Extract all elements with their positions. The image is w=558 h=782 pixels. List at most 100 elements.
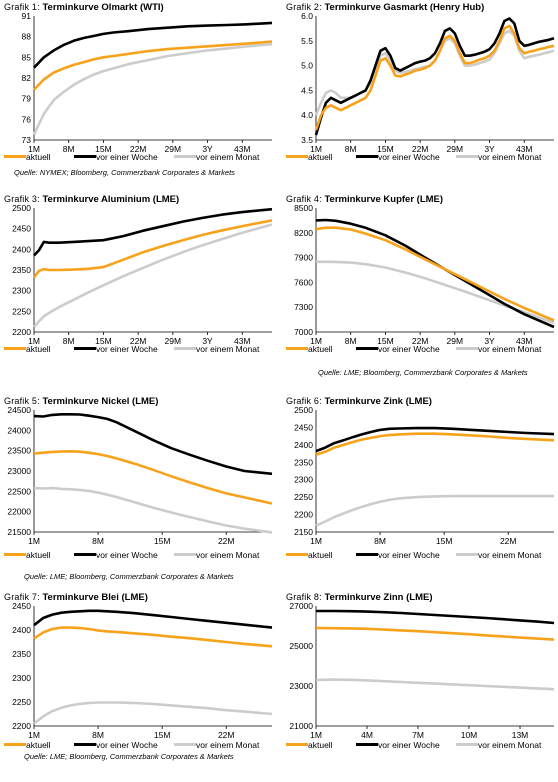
x-tick-label: 8M <box>345 336 357 346</box>
y-tick-label: 2450 <box>12 601 31 611</box>
y-tick-label: 82 <box>22 73 32 83</box>
x-tick-label: 29M <box>165 144 182 154</box>
chart-title-5: Grafik 5: Terminkurve Nickel (LME) <box>4 396 158 407</box>
legend-swatch <box>174 347 196 350</box>
chart-panel-3: Grafik 3: Terminkurve Aluminium (LME) 22… <box>4 194 274 384</box>
y-tick-label: 2250 <box>12 697 31 707</box>
legend-swatch <box>74 155 96 158</box>
series-line-aktuell <box>315 626 555 641</box>
chart-panel-5: Grafik 5: Terminkurve Nickel (LME) 21500… <box>4 396 274 586</box>
legend-swatch <box>4 155 26 158</box>
y-tick-label: 5.0 <box>301 61 313 71</box>
y-tick-label: 22000 <box>7 507 31 517</box>
chart-title-text: Terminkurve Nickel (LME) <box>42 396 159 407</box>
x-tick-label: 1M <box>28 536 40 546</box>
chart-title-6: Grafik 6: Terminkurve Zink (LME) <box>286 396 432 407</box>
legend-label: vor einer Woche <box>96 740 158 750</box>
y-tick-label: 2200 <box>12 721 31 731</box>
chart-prefix: Grafik 1: <box>4 2 40 12</box>
chart-title-text: Terminkurve Kupfer (LME) <box>324 194 444 205</box>
y-tick-label: 2200 <box>294 510 313 520</box>
y-tick-label: 2300 <box>12 286 31 296</box>
legend-swatch <box>174 155 196 158</box>
line-chart-4: 7000 7300 7600 7900 8200 8500 1M 8M 15M 22M 29M 3Y 4… <box>294 203 555 346</box>
legend-label: vor einem Monat <box>478 550 542 560</box>
source-note-1: Quelle: NYMEX; Bloomberg, Commerzbank Co… <box>14 168 235 177</box>
y-tick-label: 2450 <box>294 422 313 432</box>
x-tick-label: 22M <box>130 336 147 346</box>
x-tick-label: 8M <box>63 336 75 346</box>
x-tick-label: 8M <box>374 536 386 546</box>
chart-title-4: Grafik 4: Terminkurve Kupfer (LME) <box>286 194 443 205</box>
y-tick-label: 2300 <box>12 673 31 683</box>
x-tick-label: 43M <box>516 144 533 154</box>
legend-swatch <box>356 553 378 556</box>
y-tick-label: 2400 <box>294 440 313 450</box>
x-tick-label: 22M <box>500 536 517 546</box>
chart-title-text: Terminkurve Gasmarkt (Henry Hub) <box>324 2 485 13</box>
x-tick-label: 43M <box>516 336 533 346</box>
legend-swatch <box>286 743 308 746</box>
chart-panel-8: Grafik 8: Terminkurve Zinn (LME) 21000 23… <box>286 592 556 782</box>
x-tick-label: 22M <box>130 144 147 154</box>
x-tick-label: 22M <box>412 336 429 346</box>
chart-panel-7: Grafik 7: Terminkurve Blei (LME) 2200 225… <box>4 592 274 782</box>
legend-label: aktuell <box>308 550 333 560</box>
series-line-aktuell <box>33 40 273 91</box>
legend-swatch <box>286 553 308 556</box>
y-tick-label: 4.5 <box>301 85 313 95</box>
series-line-aktuell <box>315 226 555 322</box>
x-tick-label: 15M <box>377 144 394 154</box>
series-line-vor-einer-Woche <box>315 218 555 329</box>
legend-swatch <box>356 347 378 350</box>
x-tick-label: 1M <box>28 336 40 346</box>
series-line-aktuell <box>32 219 273 279</box>
y-tick-label: 2500 <box>12 203 31 213</box>
x-tick-label: 1M <box>28 730 40 740</box>
line-chart-3: 2200 2250 2300 2350 2400 2450 2500 1M 8M 15M 22M 29… <box>12 203 273 346</box>
x-tick-label: 15M <box>95 144 112 154</box>
legend-swatch <box>174 743 196 746</box>
legend-label: vor einer Woche <box>96 344 158 354</box>
y-tick-label: 21500 <box>7 527 31 537</box>
y-tick-label: 2350 <box>294 457 313 467</box>
y-tick-label: 7900 <box>294 253 313 263</box>
y-tick-label: 76 <box>22 114 32 124</box>
chart-prefix: Grafik 2: <box>286 2 322 12</box>
y-tick-label: 21000 <box>289 721 313 731</box>
chart-panel-2: Grafik 2: Terminkurve Gasmarkt (Henry Hu… <box>286 2 556 192</box>
legend-swatch <box>356 155 378 158</box>
chart-panel-6: Grafik 6: Terminkurve Zink (LME) 2150 220… <box>286 396 556 586</box>
legend-label: aktuell <box>26 344 51 354</box>
x-tick-label: 1M <box>310 536 322 546</box>
series-line-vor-einem-Monat <box>315 260 555 325</box>
x-tick-label: 22M <box>218 536 235 546</box>
x-tick-label: 1M <box>310 730 322 740</box>
y-tick-label: 88 <box>22 32 32 42</box>
chart-prefix: Grafik 5: <box>4 396 40 406</box>
legend-swatch <box>456 347 478 350</box>
line-chart-2: 3.5 4.0 4.5 5.0 5.5 6.0 1M 8M 15M 22M 29M 3Y 43M <box>301 11 555 154</box>
line-chart-7: 2200 2250 2300 2350 2400 2450 1M 8M 15M 22M <box>12 601 273 740</box>
chart-panel-4: Grafik 4: Terminkurve Kupfer (LME) 7000 7… <box>286 194 556 384</box>
series-line-vor-einer-Woche <box>33 207 273 257</box>
legend-label: aktuell <box>26 550 51 560</box>
series-line-vor-einer-Woche <box>314 17 555 136</box>
y-tick-label: 2200 <box>12 327 31 337</box>
x-tick-label: 8M <box>92 536 104 546</box>
legend-swatch <box>4 347 26 350</box>
chart-title-2: Grafik 2: Terminkurve Gasmarkt (Henry Hu… <box>286 2 484 13</box>
series-line-vor-einem-Monat <box>33 486 273 534</box>
legend-swatch <box>456 155 478 158</box>
legend-label: aktuell <box>308 344 333 354</box>
y-tick-label: 8200 <box>294 228 313 238</box>
chart-title-text: Terminkurve Aluminium (LME) <box>42 194 180 205</box>
x-tick-label: 1M <box>310 336 322 346</box>
y-tick-label: 2300 <box>294 475 313 485</box>
legend-swatch <box>456 743 478 746</box>
chart-title-text: Terminkurve Olmarkt (WTI) <box>42 2 164 13</box>
x-tick-label: 4M <box>361 730 373 740</box>
x-tick-label: 15M <box>377 336 394 346</box>
x-tick-label: 1M <box>28 144 40 154</box>
chart-title-text: Terminkurve Zinn (LME) <box>324 592 433 603</box>
